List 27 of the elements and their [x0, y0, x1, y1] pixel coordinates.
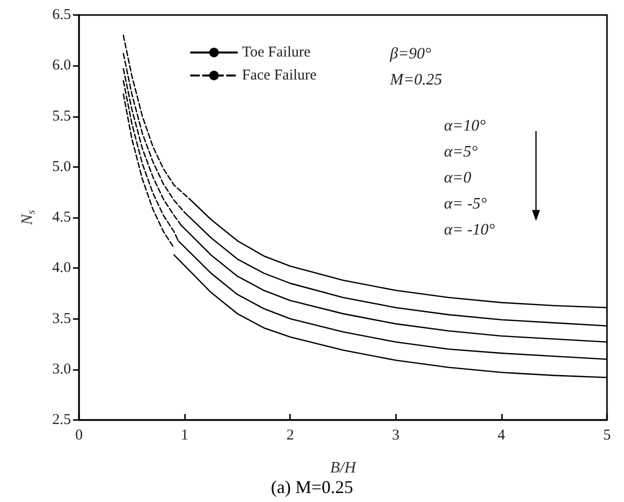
y-tick-label: 3.0: [52, 361, 71, 378]
annotation: α= -10°: [444, 222, 496, 238]
y-tick-label: 3.5: [52, 310, 71, 327]
x-tick-label: 4: [498, 428, 506, 444]
annotation: α= -5°: [444, 196, 488, 212]
x-tick-label: 5: [603, 428, 611, 444]
y-tick-label: 6.5: [52, 7, 71, 23]
y-tick-label: 5.5: [52, 108, 71, 124]
x-tick-label: 3: [392, 428, 400, 444]
annotation: α=5°: [444, 144, 478, 160]
text: (a) M=0.25: [270, 477, 354, 497]
annotation: α=0: [444, 170, 472, 186]
y-tick-label: 5.0: [52, 158, 71, 175]
annotation: M=0.25: [389, 72, 442, 88]
legend-label: Toe Failure: [242, 44, 311, 60]
y-tick-label: 4.0: [52, 260, 71, 276]
y-tick-label: 4.5: [52, 210, 71, 226]
y-axis-title: Ns: [19, 210, 38, 226]
legend-label: Face Failure: [242, 68, 317, 84]
x-axis-title: B/H: [330, 460, 358, 476]
y-tick-label: 2.5: [52, 412, 71, 428]
annotation: β=90°: [389, 46, 432, 62]
y-tick-label: 6.0: [52, 58, 71, 74]
annotation: α=10°: [444, 118, 486, 134]
x-tick-label: 1: [180, 428, 188, 444]
x-tick-label: 0: [75, 428, 83, 444]
x-tick-label: 2: [286, 428, 294, 444]
